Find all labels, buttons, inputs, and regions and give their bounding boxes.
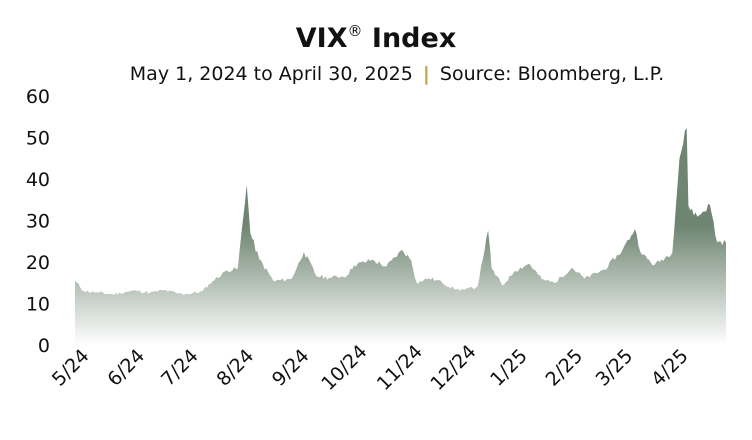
x-tick-label: 8/24 — [212, 345, 258, 391]
y-tick-label: 0 — [38, 335, 50, 357]
x-tick-label: 12/24 — [426, 341, 480, 395]
y-tick-label: 50 — [26, 128, 50, 150]
y-tick-label: 30 — [26, 211, 50, 233]
x-tick-label: 4/25 — [647, 345, 693, 391]
x-tick-label: 10/24 — [317, 341, 371, 395]
x-tick-label: 1/25 — [486, 345, 532, 391]
chart-subtitle: May 1, 2024 to April 30, 2025 | Source: … — [0, 63, 752, 85]
y-tick-label: 60 — [26, 86, 50, 108]
title-registered-mark: ® — [347, 22, 363, 40]
subtitle-separator: | — [422, 63, 430, 85]
x-tick-label: 9/24 — [268, 345, 314, 391]
y-tick-label: 10 — [26, 294, 50, 316]
x-tick-label: 2/25 — [542, 345, 588, 391]
x-tick-label: 7/24 — [157, 345, 203, 391]
title-rest: Index — [362, 23, 457, 54]
chart-title: VIX® Index — [0, 22, 752, 54]
subtitle-date-range: May 1, 2024 to April 30, 2025 — [129, 63, 413, 85]
y-axis: 0 10 20 30 40 50 60 — [26, 86, 50, 357]
x-axis: 5/24 6/24 7/24 8/24 9/24 10/24 11/24 12/24 1/25 2… — [48, 341, 693, 395]
x-tick-label: 11/24 — [373, 341, 427, 395]
x-tick-label: 5/24 — [48, 345, 94, 391]
title-main: VIX — [295, 23, 348, 54]
y-tick-label: 20 — [26, 252, 50, 274]
vix-area-series — [75, 128, 726, 345]
x-tick-label: 6/24 — [103, 345, 149, 391]
subtitle-source: Source: Bloomberg, L.P. — [439, 63, 665, 85]
x-tick-label: 3/25 — [592, 345, 638, 391]
y-tick-label: 40 — [26, 169, 50, 191]
